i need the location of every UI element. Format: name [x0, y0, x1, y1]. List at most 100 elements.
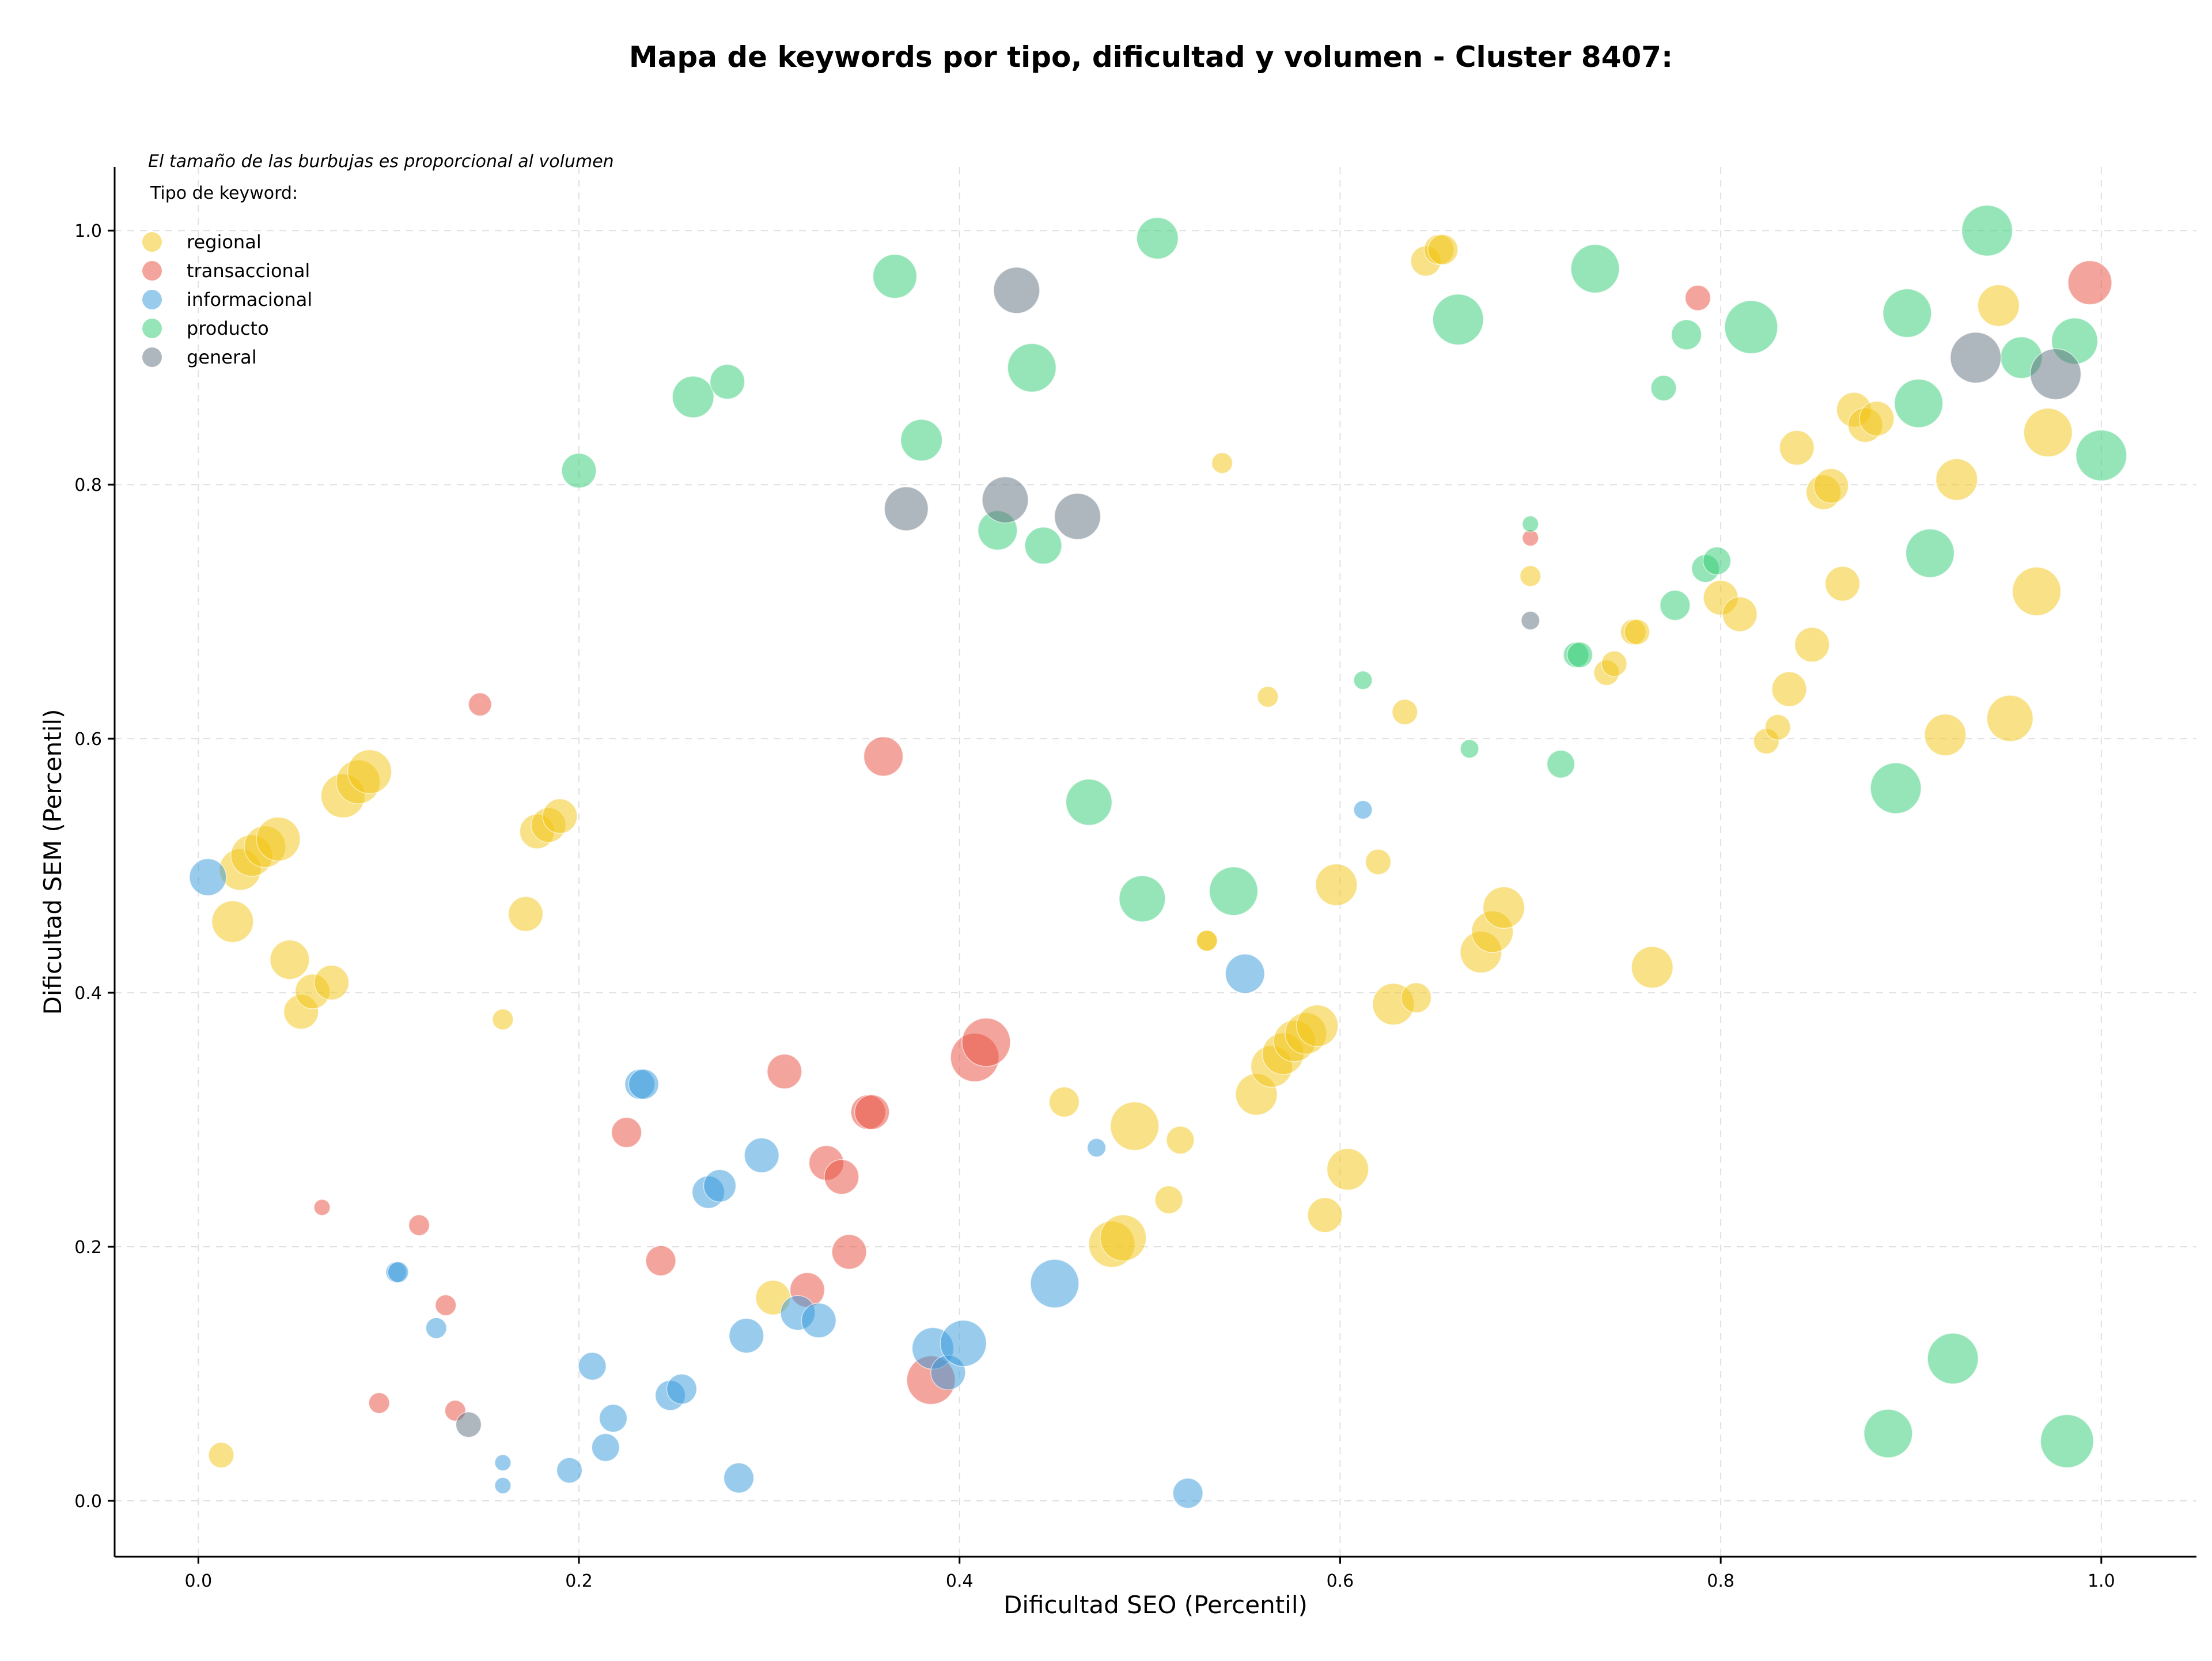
series-general	[455, 267, 2082, 1438]
bubble-producto	[2075, 429, 2127, 482]
bubble-producto	[1883, 288, 1932, 338]
bubble-general	[982, 476, 1029, 524]
y-tick-label: 0.8	[74, 475, 102, 495]
bubble-informacional	[425, 1317, 448, 1339]
bubble-informacional	[1172, 1478, 1203, 1509]
bubble-informacional	[189, 858, 227, 896]
bubble-regional	[1392, 699, 1418, 725]
legend-label-producto: producto	[187, 317, 269, 339]
legend: regional transaccional informacional produc…	[142, 231, 312, 368]
bubble-regional	[211, 900, 254, 943]
legend-label-regional: regional	[187, 231, 262, 253]
x-tick-label: 1.0	[2088, 1571, 2115, 1591]
bubble-regional	[347, 749, 392, 794]
bubble-informacional	[494, 1454, 512, 1471]
bubble-regional	[1100, 1214, 1147, 1262]
bubble-general	[2029, 348, 2082, 400]
series-producto	[561, 205, 2127, 1469]
bubble-informacional	[628, 1069, 660, 1100]
bubble-informacional	[578, 1352, 607, 1381]
bubble-transaccional	[767, 1054, 802, 1089]
legend-label-transaccional: transaccional	[187, 260, 310, 282]
bubbles	[189, 205, 2127, 1509]
bubble-regional	[1315, 863, 1358, 906]
bubble-regional	[1813, 468, 1849, 504]
bubble-producto	[1065, 778, 1113, 826]
bubble-producto	[1724, 300, 1778, 354]
bubble-informacional	[801, 1303, 837, 1338]
bubble-producto	[1432, 293, 1484, 346]
bubble-regional	[1986, 695, 2034, 742]
bubble-transaccional	[2067, 260, 2112, 305]
bubble-regional	[1859, 400, 1895, 437]
bubble-producto	[1961, 205, 2013, 256]
y-axis-label: Dificultad SEM (Percentil)	[39, 709, 67, 1015]
bubble-producto	[1870, 762, 1922, 814]
bubble-producto	[1007, 343, 1057, 393]
legend-marker-regional	[142, 232, 162, 252]
bubble-informacional	[556, 1457, 583, 1484]
y-tick-label: 1.0	[74, 221, 102, 241]
bubble-transaccional	[1684, 285, 1711, 311]
bubble-regional	[1794, 627, 1830, 663]
bubble-producto	[1927, 1333, 1979, 1384]
bubble-informacional	[387, 1261, 409, 1283]
bubble-producto	[872, 253, 918, 299]
bubble-regional	[1924, 713, 1967, 756]
legend-title: Tipo de keyword:	[150, 183, 298, 203]
bubble-producto	[561, 453, 597, 489]
bubble-regional	[542, 798, 578, 834]
bubble-producto	[1136, 217, 1179, 260]
bubble-regional	[1624, 619, 1650, 645]
bubble-general	[993, 267, 1040, 314]
y-tick-label: 0.2	[74, 1238, 102, 1258]
bubble-regional	[1400, 982, 1432, 1013]
bubble-regional	[1365, 849, 1392, 875]
x-tick-label: 0.6	[1327, 1571, 1354, 1591]
bubble-producto	[672, 376, 715, 418]
bubble-regional	[1196, 929, 1218, 952]
bubble-informacional	[744, 1137, 779, 1174]
legend-label-general: general	[187, 346, 257, 368]
bubble-producto	[709, 364, 745, 400]
y-tick-label: 0.0	[74, 1492, 102, 1512]
bubble-regional	[2023, 408, 2073, 457]
bubble-producto	[2040, 1414, 2094, 1469]
bubble-producto	[1702, 546, 1732, 576]
bubble-informacional	[494, 1477, 512, 1494]
x-tick-label: 0.8	[1707, 1571, 1734, 1591]
bubble-producto	[1671, 319, 1702, 350]
bubble-regional	[1109, 1101, 1160, 1151]
bubble-producto	[1650, 374, 1677, 402]
bubble-informacional	[1030, 1259, 1080, 1308]
bubble-regional	[270, 940, 310, 980]
series-regional	[208, 234, 2073, 1469]
bubble-regional	[1779, 430, 1815, 466]
bubble-informacional	[940, 1319, 987, 1367]
bubble-regional	[1977, 284, 2020, 327]
bubble-transaccional	[854, 1094, 890, 1130]
legend-marker-informacional	[142, 290, 162, 309]
x-axis-label: Dificultad SEO (Percentil)	[1003, 1591, 1308, 1619]
bubble-regional	[492, 1008, 514, 1031]
x-tick-label: 0.4	[946, 1571, 974, 1591]
bubble-regional	[1771, 671, 1807, 707]
bubble-transaccional	[863, 736, 904, 777]
bubble-transaccional	[368, 1392, 390, 1414]
bubble-regional	[2012, 566, 2062, 616]
bubble-regional	[313, 964, 350, 1001]
bubble-producto	[900, 419, 943, 461]
bubble-transaccional	[468, 692, 493, 717]
bubble-transaccional	[408, 1214, 430, 1236]
bubble-general	[1054, 493, 1101, 540]
bubble-producto	[1905, 528, 1955, 578]
bubble-regional	[1427, 234, 1459, 266]
bubble-producto	[1546, 750, 1575, 778]
bubble-regional	[507, 896, 544, 932]
bubble-regional	[1936, 458, 1978, 501]
bubble-informacional	[1225, 954, 1266, 994]
bubble-transaccional	[831, 1234, 867, 1270]
bubble-informacional	[599, 1403, 628, 1433]
bubble-producto	[1460, 739, 1479, 759]
